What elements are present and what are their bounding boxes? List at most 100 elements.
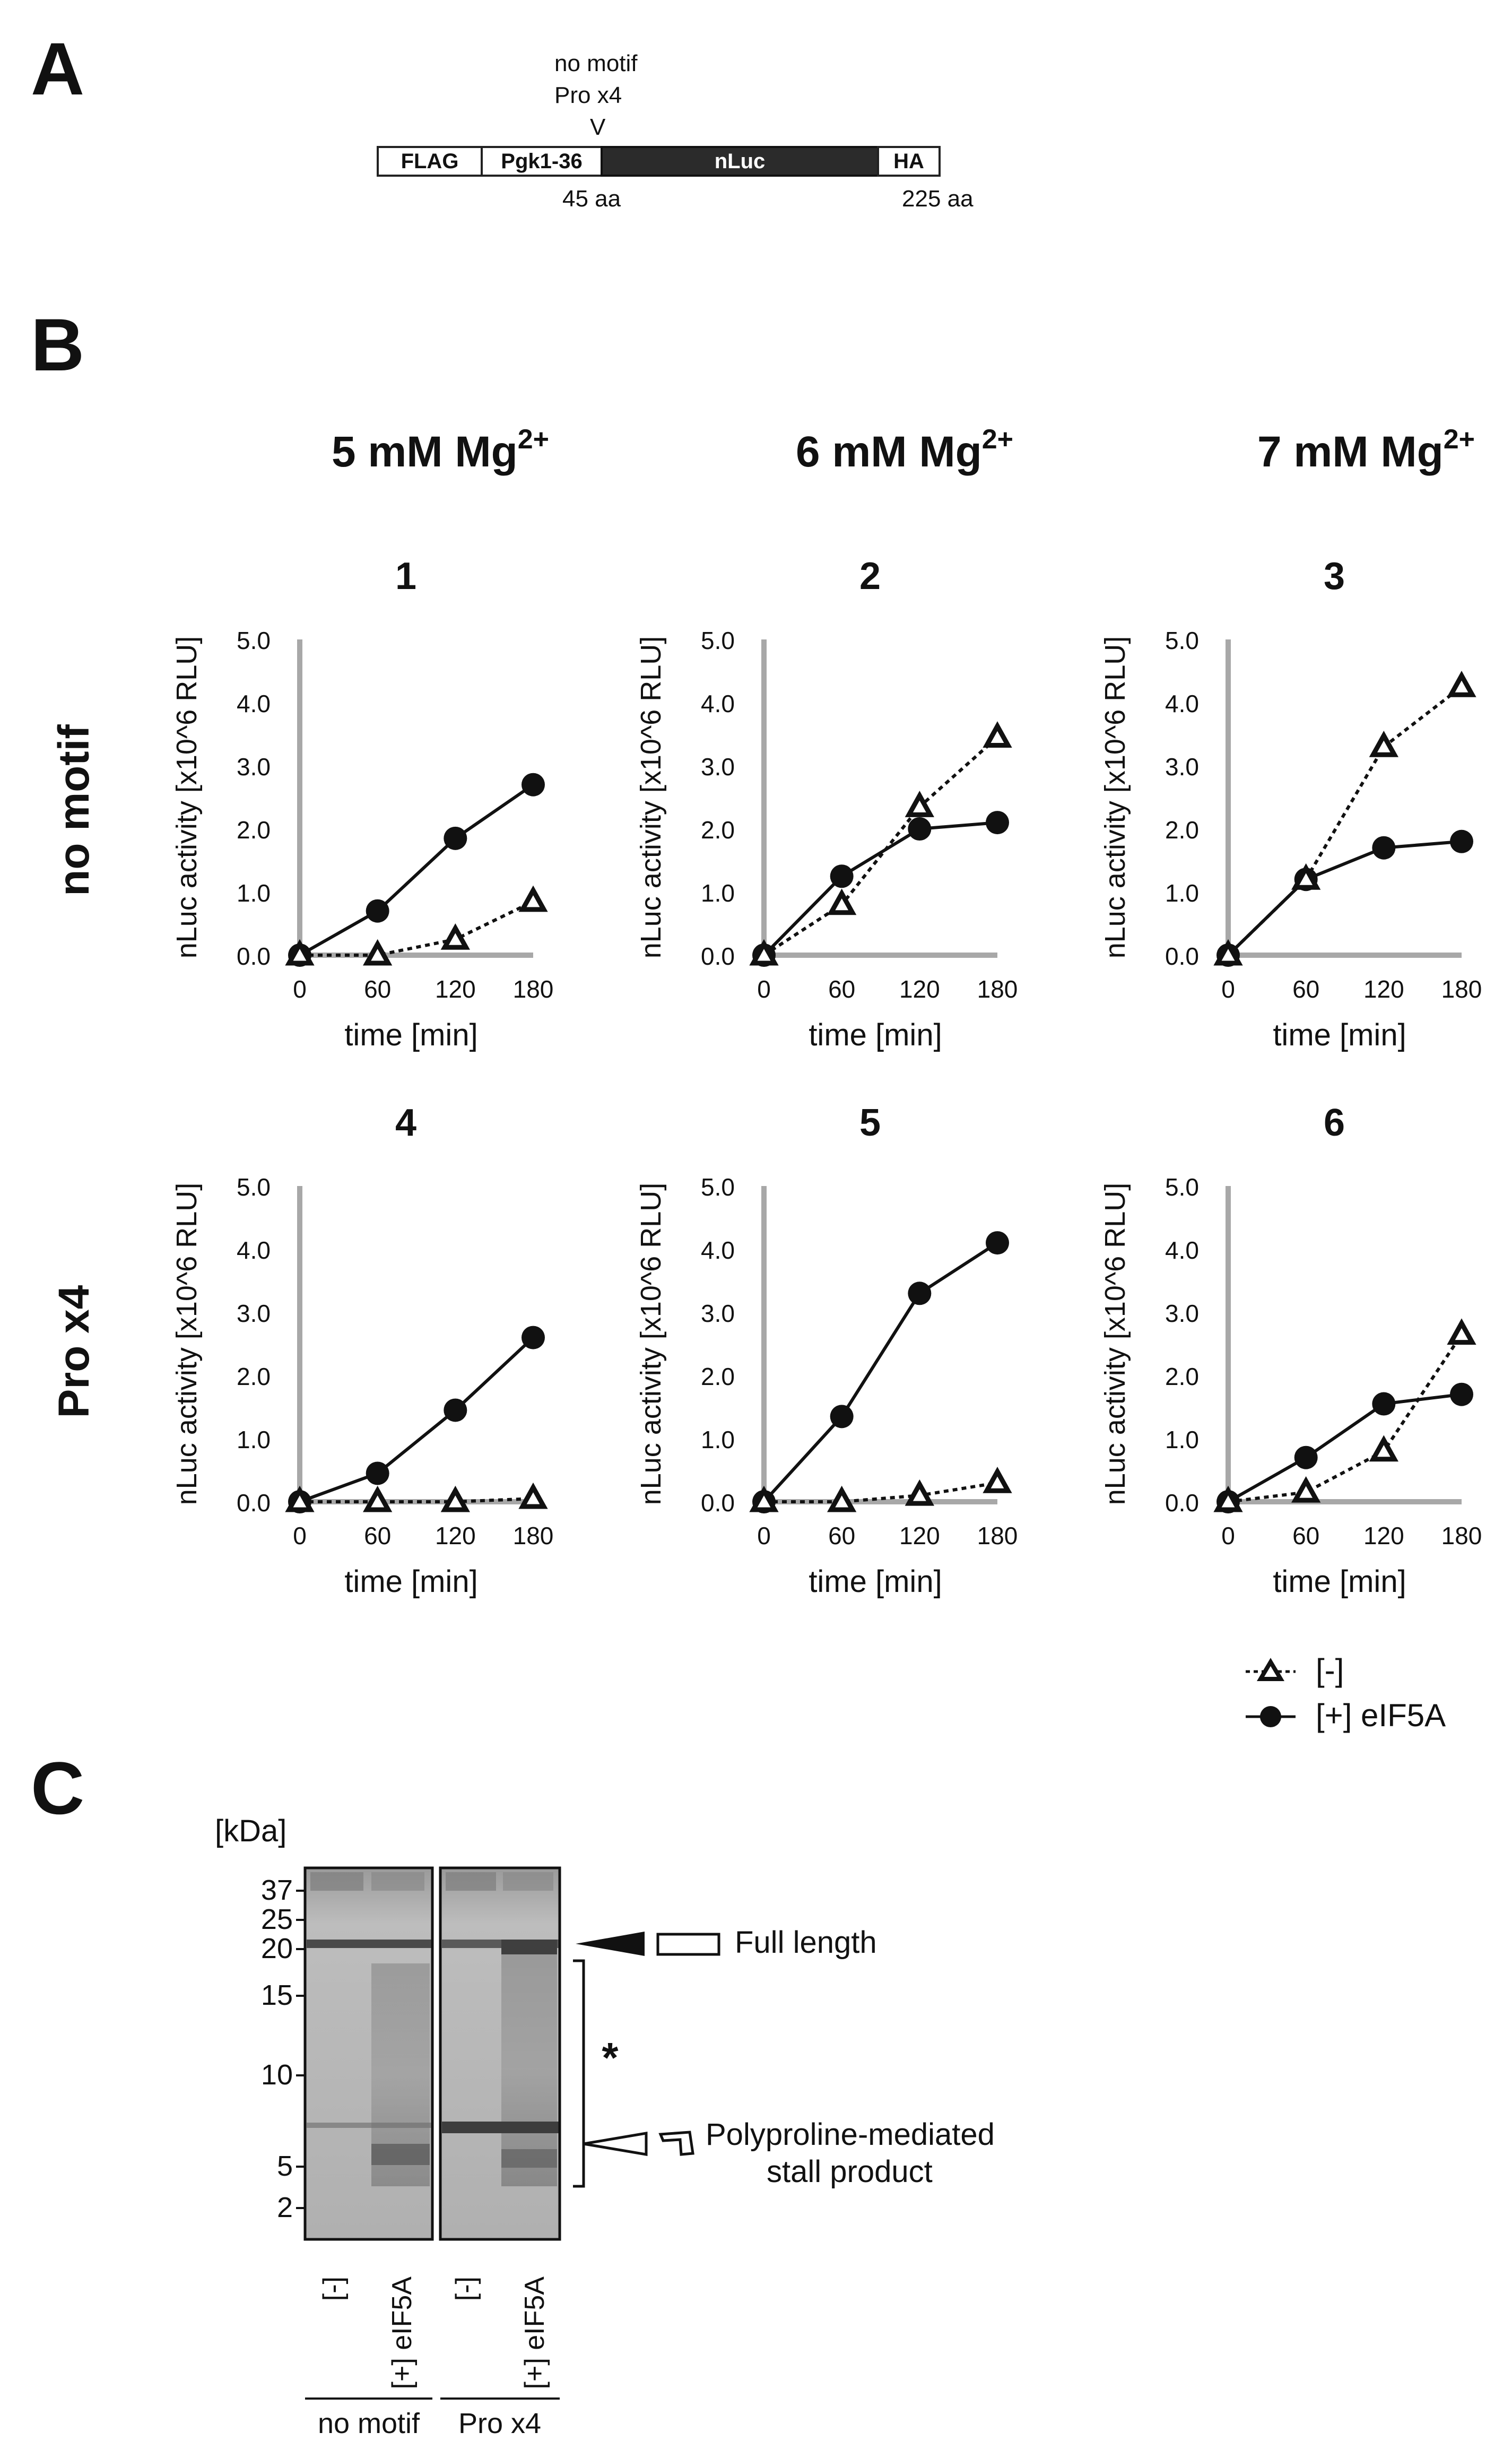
chart-4-xtick-60: 60 xyxy=(364,1522,391,1550)
chart-5-point-plus-60 xyxy=(830,1405,854,1429)
chart-2-xtick-180: 180 xyxy=(977,975,1018,1003)
chart-1-ytick-1.0: 1.0 xyxy=(237,879,271,907)
chart-3-ytick-2.0: 2.0 xyxy=(1165,816,1199,844)
chart-1-point-plus-180 xyxy=(522,773,545,797)
mutation-label-pro-x4: Pro x4 xyxy=(554,82,622,108)
chart-6-series-minus-line xyxy=(1228,1333,1463,1503)
chart-6-xtick-60: 60 xyxy=(1292,1522,1319,1550)
marker-5: 5 xyxy=(277,2150,293,2182)
chart-6-point-plus-60 xyxy=(1294,1445,1318,1469)
chart-1-ytick-3.0: 3.0 xyxy=(237,753,271,781)
column-title-6mm: 6 mM Mg2+ xyxy=(795,424,1014,476)
stall-arrowhead-icon xyxy=(583,2132,648,2156)
lane-label-2: [+] eIF5A xyxy=(387,2276,418,2390)
chart-1-ytick-2.0: 2.0 xyxy=(237,816,271,844)
chart-5-xtick-60: 60 xyxy=(828,1522,855,1550)
chart-5-ytick-4.0: 4.0 xyxy=(701,1236,735,1264)
chart-4-ytick-5.0: 5.0 xyxy=(237,1173,271,1201)
chart-1-xtick-60: 60 xyxy=(364,975,391,1003)
marker-20: 20 xyxy=(261,1933,293,1964)
chart-4-xtick-180: 180 xyxy=(513,1522,554,1550)
chart-4-ytick-1.0: 1.0 xyxy=(237,1426,271,1453)
chart-4-xlabel: time [min] xyxy=(344,1564,477,1599)
chart-3-point-minus-60 xyxy=(1291,863,1321,890)
chart-6-ytick-2.0: 2.0 xyxy=(1165,1363,1199,1390)
kda-unit: [kDa] xyxy=(215,1814,286,1848)
chart-2-point-minus-0 xyxy=(749,939,779,966)
chart-6-ytick-3.0: 3.0 xyxy=(1165,1300,1199,1327)
chart-1-ytick-4.0: 4.0 xyxy=(237,690,271,717)
legend: [-] [+] eIF5A xyxy=(1246,1652,1446,1733)
mutation-label-no-motif: no motif xyxy=(554,50,638,76)
chart-5-ytick-5.0: 5.0 xyxy=(701,1173,735,1201)
chart-1-point-plus-60 xyxy=(366,899,389,923)
chart-3-point-minus-180 xyxy=(1447,670,1476,697)
chart-6-xtick-180: 180 xyxy=(1441,1522,1482,1550)
chart-3-series-plus-line xyxy=(1227,839,1462,957)
chart-2-ytick-5.0: 5.0 xyxy=(701,627,735,654)
chart-4-point-plus-180 xyxy=(522,1326,545,1349)
chart-3-number: 3 xyxy=(1324,555,1345,598)
chart-2-point-plus-180 xyxy=(986,811,1009,835)
chart-2-point-minus-120 xyxy=(905,791,934,817)
chart-1-point-minus-180 xyxy=(518,885,548,912)
chart-4-ytick-2.0: 2.0 xyxy=(237,1363,271,1390)
chart-1-ytick-0.0: 0.0 xyxy=(237,942,271,970)
chart-1-point-plus-120 xyxy=(444,826,467,850)
nluc-label: nLuc xyxy=(714,149,766,173)
chart-2-xlabel: time [min] xyxy=(809,1018,942,1052)
construct-ha-segment: HA xyxy=(877,146,941,177)
chart-6-series-plus-line xyxy=(1227,1392,1462,1503)
chart-4-xtick-0: 0 xyxy=(293,1522,307,1550)
chart-5-xlabel: time [min] xyxy=(809,1564,942,1599)
chart-4-series-minus-line xyxy=(300,1497,534,1503)
legend-triangle-icon xyxy=(1256,1658,1285,1681)
stall-label-line1: Polyproline-mediated xyxy=(706,2117,995,2152)
chart-1-number: 1 xyxy=(395,555,416,598)
gel-no-motif xyxy=(303,1866,434,2241)
chart-1-ytick-5.0: 5.0 xyxy=(237,627,271,654)
chart-3-ytick-4.0: 4.0 xyxy=(1165,690,1199,717)
lane-label-1: [-] xyxy=(318,2276,349,2301)
chart-6-ylabel: nLuc activity [x10^6 RLU] xyxy=(1099,1183,1131,1505)
group-no-motif: no motif xyxy=(318,2408,420,2439)
chart-2-xtick-120: 120 xyxy=(899,975,940,1003)
construct-flag-segment: FLAG xyxy=(377,146,483,177)
chart-5-point-minus-180 xyxy=(983,1467,1012,1493)
marker-25: 25 xyxy=(261,1903,293,1935)
chart-3-ytick-3.0: 3.0 xyxy=(1165,753,1199,781)
chart-1-xtick-120: 120 xyxy=(435,975,476,1003)
chart-6-point-plus-180 xyxy=(1450,1382,1473,1406)
position-45aa: 45 aa xyxy=(562,186,621,212)
chart-2-ytick-3.0: 3.0 xyxy=(701,753,735,781)
chart-6-point-plus-120 xyxy=(1372,1392,1396,1416)
chart-5-ytick-2.0: 2.0 xyxy=(701,1363,735,1390)
chart-2-xtick-0: 0 xyxy=(757,975,771,1003)
position-225aa: 225 aa xyxy=(902,186,974,212)
chart-2-ytick-2.0: 2.0 xyxy=(701,816,735,844)
group-pro-x4: Pro x4 xyxy=(458,2408,541,2439)
chart-6-point-minus-0 xyxy=(1213,1485,1243,1512)
chart-6-ytick-5.0: 5.0 xyxy=(1165,1173,1199,1201)
chart-4-point-minus-180 xyxy=(518,1482,548,1509)
legend-minus-label: [-] xyxy=(1316,1652,1344,1688)
chart-3-xtick-60: 60 xyxy=(1292,975,1319,1003)
stall-label-line2: stall product xyxy=(767,2154,933,2189)
ha-label: HA xyxy=(893,149,924,173)
chart-2-point-plus-120 xyxy=(908,817,932,841)
chart-4-xtick-120: 120 xyxy=(435,1522,476,1550)
full-length-box-icon xyxy=(656,1933,720,1956)
insertion-marker: V xyxy=(590,114,606,140)
chart-4-number: 4 xyxy=(395,1102,416,1144)
gel-figure: [kDa] 37 25 20 15 10 5 2 [-] [+] eIF5A [… xyxy=(215,1814,995,2439)
chart-3-ytick-0.0: 0.0 xyxy=(1165,942,1199,970)
chart-4-ylabel: nLuc activity [x10^6 RLU] xyxy=(171,1183,203,1505)
chart-3-xtick-120: 120 xyxy=(1363,975,1404,1003)
construct-nluc-segment: nLuc xyxy=(601,146,879,177)
chart-4-ytick-0.0: 0.0 xyxy=(237,1489,271,1517)
chart-4-point-minus-120 xyxy=(440,1485,470,1512)
chart-5-series-plus-line xyxy=(762,1241,998,1503)
chart-1-xtick-180: 180 xyxy=(513,975,554,1003)
chart-6-xtick-120: 120 xyxy=(1363,1522,1404,1550)
chart-5-xtick-0: 0 xyxy=(757,1522,771,1550)
